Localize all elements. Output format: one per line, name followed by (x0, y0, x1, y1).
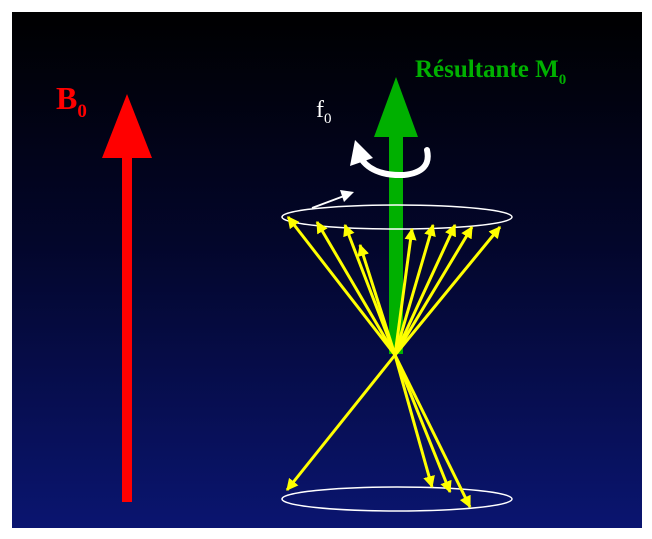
spin-arrows (285, 216, 502, 509)
rotation-f0-arrow (350, 140, 431, 179)
f0-label: f0 (316, 97, 332, 127)
bottom-precession-cone (281, 486, 513, 512)
spin-arrow (393, 226, 502, 356)
diagram-panel: B0 Résultante M0 f0 (12, 12, 642, 528)
spin-arrow (286, 216, 397, 356)
m0-arrow (374, 77, 418, 354)
spin-arrow (315, 220, 397, 356)
spin-arrow (393, 223, 436, 356)
b0-arrow (102, 94, 152, 502)
spin-arrow (357, 243, 397, 356)
diagram-canvas: B0 Résultante M0 f0 (56, 56, 566, 512)
precession-direction-arrow (311, 190, 354, 209)
spin-arrow (285, 354, 397, 491)
top-precession-cone (281, 204, 513, 230)
spin-arrow (393, 354, 472, 509)
spin-arrow (393, 227, 417, 356)
spin-arrow (393, 354, 452, 494)
b0-label: B0 (56, 80, 87, 122)
spin-arrow (393, 225, 474, 356)
m0-label: Résultante M0 (415, 56, 566, 88)
spin-arrow (393, 223, 457, 356)
spin-arrow (393, 354, 435, 489)
